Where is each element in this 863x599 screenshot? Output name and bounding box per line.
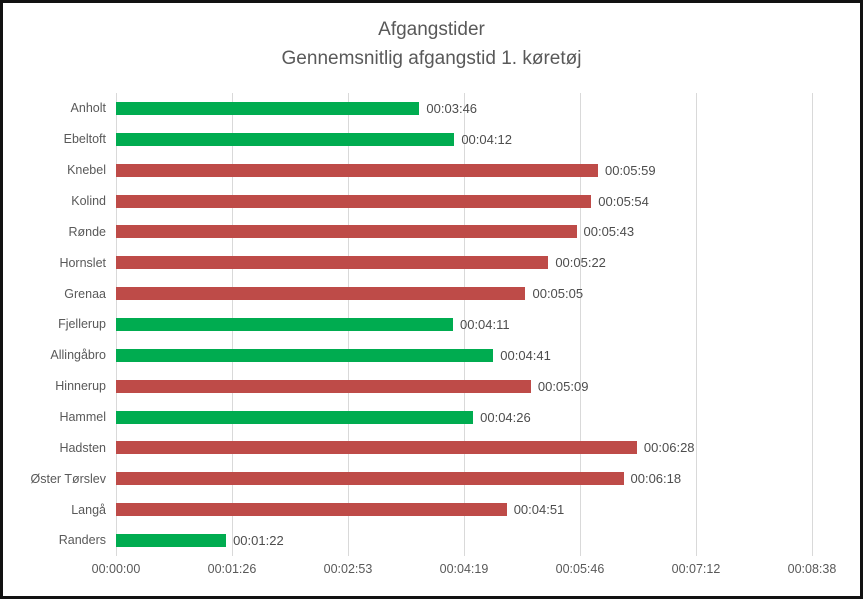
- data-label: 00:05:22: [555, 255, 606, 271]
- data-label: 00:03:46: [426, 100, 478, 116]
- category-label: Fjellerup: [58, 317, 106, 332]
- category-label: Ebeltoft: [63, 132, 106, 147]
- category-label: Hornslet: [59, 255, 106, 270]
- data-label: 00:04:51: [513, 502, 565, 518]
- chart-title: Afgangstider: [378, 19, 485, 40]
- data-label: 00:06:18: [630, 471, 682, 487]
- category-label: Øster Tørslev: [30, 471, 106, 486]
- bar-row: Randers 00:01:22: [3, 525, 860, 556]
- x-tick-label: 00:08:38: [787, 562, 837, 576]
- bar: [116, 533, 227, 547]
- category-label: Langå: [71, 502, 106, 517]
- bar-row: Kolind 00:05:54: [3, 186, 860, 217]
- bar-row: Hadsten 00:06:28: [3, 432, 860, 463]
- data-label: 00:04:26: [480, 409, 531, 425]
- bar-row: Langå 00:04:51: [3, 494, 860, 525]
- data-label: 00:04:12: [461, 131, 512, 147]
- bar-row: Fjellerup 00:04:11: [3, 309, 860, 340]
- category-label: Knebel: [67, 163, 106, 178]
- bar: [116, 441, 637, 455]
- data-label: 00:04:11: [459, 316, 510, 332]
- x-tick-label: 00:01:26: [207, 562, 257, 576]
- bar-track: 00:04:41: [116, 340, 812, 371]
- bar-row: Hammel 00:04:26: [3, 402, 860, 433]
- data-label: 00:06:28: [643, 440, 695, 456]
- gridline: [464, 93, 465, 556]
- bar-track: 00:05:22: [116, 247, 812, 278]
- category-label: Hinnerup: [55, 379, 106, 394]
- data-label: 00:05:05: [532, 286, 584, 302]
- bar: [116, 287, 526, 301]
- gridline: [812, 93, 813, 556]
- x-tick-label: 00:02:53: [323, 562, 373, 576]
- bar-track: 00:05:59: [116, 155, 812, 186]
- bar: [116, 317, 453, 331]
- bar-track: 00:05:54: [116, 186, 812, 217]
- bar: [116, 379, 531, 393]
- gridline: [696, 93, 697, 556]
- bar: [116, 194, 592, 208]
- bar: [116, 348, 494, 362]
- chart-subtitle: Gennemsnitlig afgangstid 1. køretøj: [281, 48, 582, 69]
- bar: [116, 472, 624, 486]
- category-label: Grenaa: [64, 286, 106, 301]
- data-label: 00:05:54: [598, 193, 649, 209]
- category-label: Kolind: [71, 194, 106, 208]
- gridline: [580, 93, 581, 556]
- category-label: Hammel: [59, 410, 106, 425]
- bar-track: 00:01:22: [116, 525, 812, 556]
- bar: [116, 256, 549, 270]
- data-label: 00:05:43: [583, 224, 635, 240]
- bar-row: Ebeltoft 00:04:12: [3, 124, 860, 155]
- bar-track: 00:04:51: [116, 494, 812, 525]
- bar-track: 00:04:26: [116, 402, 812, 433]
- category-label: Hadsten: [59, 440, 106, 455]
- bar: [116, 101, 420, 115]
- x-tick-label: 00:00:00: [91, 562, 141, 576]
- bar-row: Øster Tørslev 00:06:18: [3, 463, 860, 494]
- x-tick-label: 00:05:46: [555, 562, 605, 576]
- category-label: Randers: [58, 533, 106, 548]
- x-tick-label: 00:07:12: [671, 562, 721, 576]
- bar: [116, 410, 474, 424]
- bar-row: Allingåbro 00:04:41: [3, 340, 860, 371]
- bar-track: 00:05:05: [116, 278, 812, 309]
- bar-row: Hornslet 00:05:22: [3, 247, 860, 278]
- category-label: Allingåbro: [50, 348, 106, 363]
- bar: [116, 132, 455, 146]
- data-label: 00:01:22: [233, 532, 284, 548]
- bar-track: 00:04:11: [116, 309, 812, 340]
- bar-row: Rønde 00:05:43: [3, 216, 860, 247]
- bar-track: 00:06:28: [116, 432, 812, 463]
- bar-track: 00:06:18: [116, 463, 812, 494]
- bar: [116, 225, 577, 239]
- bar: [116, 503, 507, 517]
- bar-track: 00:05:43: [116, 216, 812, 247]
- x-tick-label: 00:04:19: [439, 562, 489, 576]
- bar: [116, 163, 598, 177]
- plot-area: Anholt 00:03:46 Ebeltoft 00:04:12 Knebel 00:0…: [3, 93, 860, 556]
- bar-row: Grenaa 00:05:05: [3, 278, 860, 309]
- data-label: 00:05:59: [604, 162, 656, 178]
- bar-row: Hinnerup 00:05:09: [3, 371, 860, 402]
- bar-track: 00:03:46: [116, 93, 812, 124]
- chart-title-block: Afgangstider Gennemsnitlig afgangstid 1.…: [3, 15, 860, 73]
- category-label: Rønde: [68, 224, 106, 239]
- bar-track: 00:04:12: [116, 124, 812, 155]
- data-label: 00:04:41: [500, 347, 551, 363]
- data-label: 00:05:09: [537, 378, 589, 394]
- x-axis: 00:00:00 00:01:26 00:02:53 00:04:19 00:05:46…: [3, 562, 860, 580]
- bar-row: Knebel 00:05:59: [3, 155, 860, 186]
- bar-row: Anholt 00:03:46: [3, 93, 860, 124]
- category-label: Anholt: [70, 101, 106, 116]
- bar-track: 00:05:09: [116, 371, 812, 402]
